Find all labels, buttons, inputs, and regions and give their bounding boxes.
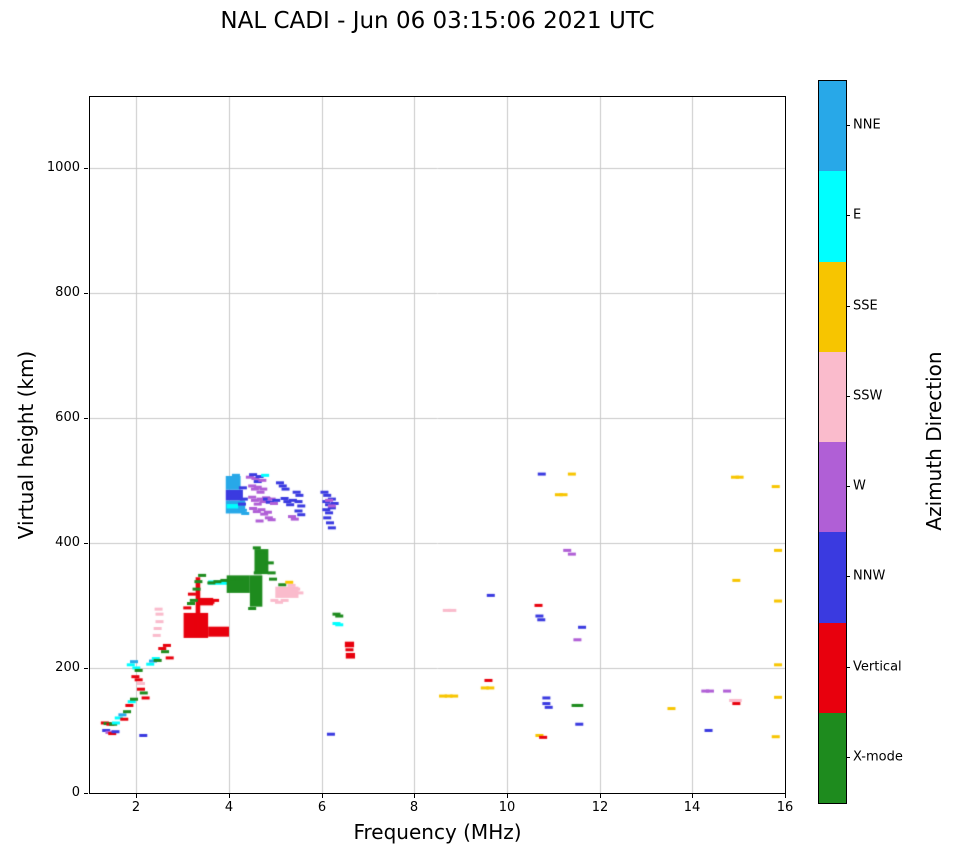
colorbar-label-e: E — [853, 207, 862, 223]
y-tick-mark — [84, 293, 88, 294]
x-tick-label: 4 — [224, 800, 234, 815]
colorbar-segment-nne — [819, 81, 846, 172]
colorbar-tick — [846, 576, 850, 577]
colorbar-segment-sse — [819, 261, 846, 352]
colorbar-label-x-mode: X-mode — [853, 749, 903, 765]
y-tick-label: 800 — [55, 285, 80, 300]
x-axis-label: Frequency (MHz) — [353, 820, 522, 844]
x-tick-label: 10 — [498, 800, 516, 815]
y-tick-mark — [84, 168, 88, 169]
x-tick-label: 2 — [131, 800, 141, 815]
x-tick-mark — [414, 794, 415, 798]
colorbar-label-vertical: Vertical — [853, 659, 902, 675]
x-tick-label: 8 — [409, 800, 419, 815]
plot-canvas — [90, 97, 785, 793]
colorbar-tick — [846, 306, 850, 307]
y-tick-mark — [84, 668, 88, 669]
x-tick-mark — [136, 794, 137, 798]
x-tick-mark — [785, 794, 786, 798]
y-axis-label: Virtual height (km) — [14, 350, 38, 540]
y-tick-mark — [84, 418, 88, 419]
y-tick-label: 600 — [55, 410, 80, 425]
x-tick-mark — [600, 794, 601, 798]
chart-title: NAL CADI - Jun 06 03:15:06 2021 UTC — [220, 8, 655, 34]
colorbar-axis-label: Azimuth Direction — [922, 351, 946, 531]
x-tick-label: 16 — [776, 800, 794, 815]
colorbar-segment-w — [819, 442, 846, 533]
y-tick-label: 200 — [55, 660, 80, 675]
colorbar-tick — [846, 486, 850, 487]
x-tick-mark — [507, 794, 508, 798]
colorbar-label-nne: NNE — [853, 117, 881, 133]
x-tick-label: 14 — [683, 800, 701, 815]
x-tick-label: 12 — [591, 800, 609, 815]
colorbar-label-w: W — [853, 478, 866, 494]
colorbar-segment-nnw — [819, 532, 846, 623]
colorbar-segment-e — [819, 171, 846, 262]
colorbar-segment-ssw — [819, 351, 846, 442]
colorbar-tick — [846, 667, 850, 668]
colorbar-label-nnw: NNW — [853, 568, 886, 584]
x-tick-mark — [692, 794, 693, 798]
colorbar — [818, 80, 847, 804]
colorbar-label-sse: SSE — [853, 298, 878, 314]
y-tick-mark — [84, 793, 88, 794]
colorbar-tick — [846, 215, 850, 216]
x-tick-mark — [229, 794, 230, 798]
plot-area — [89, 96, 786, 794]
y-tick-label: 0 — [71, 785, 80, 800]
colorbar-segment-vertical — [819, 622, 846, 713]
colorbar-tick — [846, 125, 850, 126]
y-tick-label: 1000 — [46, 160, 80, 175]
colorbar-segment-x-mode — [819, 712, 846, 803]
colorbar-label-ssw: SSW — [853, 388, 883, 404]
colorbar-tick — [846, 396, 850, 397]
colorbar-tick — [846, 757, 850, 758]
y-tick-mark — [84, 543, 88, 544]
x-tick-label: 6 — [317, 800, 327, 815]
x-tick-mark — [322, 794, 323, 798]
y-tick-label: 400 — [55, 535, 80, 550]
